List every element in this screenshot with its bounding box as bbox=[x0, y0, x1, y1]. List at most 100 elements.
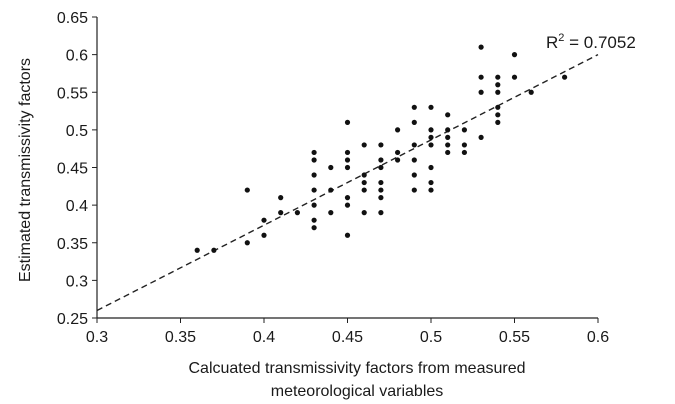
data-point bbox=[495, 119, 501, 125]
data-point bbox=[411, 172, 417, 178]
data-point bbox=[395, 149, 401, 156]
data-point bbox=[461, 149, 467, 156]
data-point bbox=[445, 142, 451, 148]
x-tick-label: 0.6 bbox=[587, 329, 609, 346]
data-point bbox=[361, 210, 367, 216]
data-point bbox=[445, 127, 451, 133]
data-point bbox=[361, 142, 367, 148]
y-tick-label: 0.25 bbox=[57, 311, 88, 328]
data-point bbox=[361, 179, 367, 186]
r-squared-annotation: R2 = 0.7052 bbox=[546, 32, 636, 52]
data-point bbox=[211, 247, 217, 253]
data-point bbox=[378, 142, 384, 148]
x-tick-label: 0.5 bbox=[420, 329, 442, 346]
data-points bbox=[194, 44, 568, 253]
data-point bbox=[428, 187, 434, 193]
data-point bbox=[378, 187, 384, 193]
data-point bbox=[495, 82, 501, 88]
y-tick-label: 0.6 bbox=[66, 48, 88, 65]
y-axis-label: Estimated transmissivity factors bbox=[17, 58, 34, 282]
x-tick-label: 0.4 bbox=[253, 329, 275, 346]
data-point bbox=[395, 157, 401, 163]
data-point bbox=[328, 164, 334, 171]
data-point bbox=[528, 89, 534, 95]
y-tick-label: 0.4 bbox=[66, 198, 88, 215]
data-point bbox=[428, 134, 434, 140]
data-point bbox=[478, 89, 484, 95]
data-point bbox=[511, 74, 518, 80]
y-tick-label: 0.45 bbox=[57, 161, 88, 178]
data-point bbox=[344, 149, 351, 156]
y-tick-label: 0.5 bbox=[66, 123, 88, 140]
data-point bbox=[445, 112, 451, 118]
y-tick-label: 0.35 bbox=[57, 236, 88, 253]
data-point bbox=[411, 104, 417, 110]
data-point bbox=[495, 104, 501, 110]
axes: 0.3 0.35 0.4 0.45 0.5 0.55 0.60.250.30.350.40.… bbox=[57, 10, 609, 346]
data-point bbox=[278, 210, 284, 216]
data-point bbox=[311, 149, 317, 156]
data-point bbox=[344, 157, 351, 163]
data-point bbox=[328, 187, 334, 193]
data-point bbox=[378, 164, 384, 171]
data-point bbox=[311, 172, 317, 178]
x-tick-label: 0.55 bbox=[499, 329, 530, 346]
data-point bbox=[311, 187, 317, 193]
data-point bbox=[361, 187, 367, 193]
data-point bbox=[311, 202, 317, 208]
data-point bbox=[344, 164, 351, 171]
data-point bbox=[344, 232, 351, 238]
data-point bbox=[411, 142, 417, 148]
data-point bbox=[562, 74, 568, 80]
y-tick-label: 0.55 bbox=[57, 85, 88, 102]
y-tick-label: 0.65 bbox=[57, 10, 88, 27]
data-point bbox=[411, 157, 417, 163]
data-point bbox=[428, 104, 434, 110]
data-point bbox=[361, 172, 367, 178]
data-point bbox=[378, 210, 384, 216]
x-tick-label: 0.45 bbox=[332, 329, 363, 346]
data-point bbox=[495, 89, 501, 95]
data-point bbox=[311, 225, 317, 231]
data-point bbox=[344, 195, 351, 201]
data-point bbox=[378, 195, 384, 201]
data-point bbox=[244, 240, 250, 246]
data-point bbox=[445, 134, 451, 140]
r-squared-superscript: 2 bbox=[558, 32, 564, 44]
data-point bbox=[311, 217, 317, 223]
data-point bbox=[495, 112, 501, 118]
trendline bbox=[96, 54, 599, 312]
data-point bbox=[428, 179, 434, 186]
data-point bbox=[395, 127, 401, 133]
data-point bbox=[478, 44, 484, 50]
axis-labels: Calcuated transmissivity factors from me… bbox=[17, 58, 526, 400]
data-point bbox=[428, 142, 434, 148]
x-tick-label: 0.3 bbox=[86, 329, 108, 346]
data-point bbox=[445, 149, 451, 156]
data-point bbox=[428, 127, 434, 133]
data-point bbox=[511, 52, 518, 58]
data-point bbox=[378, 157, 384, 163]
data-point bbox=[344, 202, 351, 208]
data-point bbox=[411, 119, 417, 125]
data-point bbox=[244, 187, 250, 193]
x-axis-label-line-1: Calcuated transmissivity factors from me… bbox=[189, 360, 526, 377]
y-tick-label: 0.3 bbox=[66, 273, 88, 290]
trendline-group bbox=[96, 54, 599, 312]
data-point bbox=[411, 187, 417, 193]
data-point bbox=[461, 127, 467, 133]
data-point bbox=[478, 74, 484, 80]
data-point bbox=[461, 142, 467, 148]
data-point bbox=[311, 157, 317, 163]
x-tick-label: 0.35 bbox=[165, 329, 196, 346]
data-point bbox=[194, 247, 200, 253]
data-point bbox=[378, 179, 384, 186]
data-point bbox=[294, 210, 300, 216]
r-squared-prefix: R bbox=[546, 33, 558, 52]
data-point bbox=[428, 164, 434, 171]
data-point bbox=[328, 210, 334, 216]
data-point bbox=[344, 119, 351, 125]
data-point bbox=[261, 232, 267, 238]
data-point bbox=[278, 195, 284, 201]
